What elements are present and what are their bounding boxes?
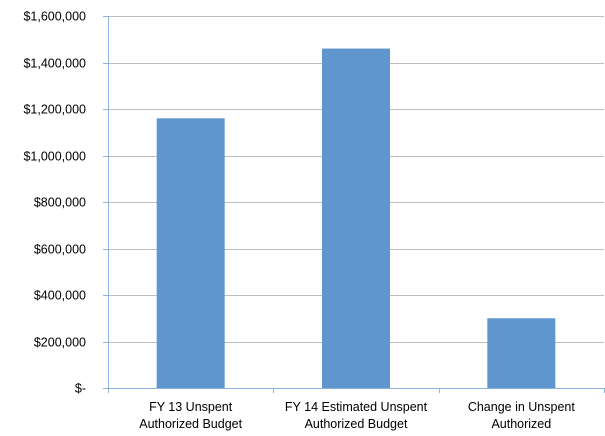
bar bbox=[157, 118, 225, 388]
x-category-label: Change in Unspent Authorized bbox=[468, 400, 576, 431]
y-tick-label: $800,000 bbox=[34, 196, 86, 210]
bar bbox=[322, 49, 390, 388]
y-tick-label: $1,600,000 bbox=[23, 10, 86, 24]
bar bbox=[487, 318, 555, 388]
y-tick-label: $600,000 bbox=[34, 243, 86, 257]
x-category-label: FY 14 Estimated Unspent Authorized Budget bbox=[285, 400, 428, 431]
y-tick-label: $- bbox=[75, 382, 86, 396]
y-tick-label: $200,000 bbox=[34, 336, 86, 350]
x-category-label: FY 13 Unspent Authorized Budget bbox=[139, 400, 242, 431]
y-tick-label: $1,400,000 bbox=[23, 57, 86, 71]
y-axis-tick-labels: $- $200,000 $400,000 $600,000 $800,000 $1,000… bbox=[23, 10, 86, 396]
x-axis-category-labels: FY 13 Unspent Authorized Budget FY 14 Esti… bbox=[139, 400, 575, 431]
bars bbox=[157, 49, 556, 388]
y-tick-label: $1,200,000 bbox=[23, 103, 86, 117]
y-tick-label: $400,000 bbox=[34, 289, 86, 303]
y-tick-label: $1,000,000 bbox=[23, 150, 86, 164]
